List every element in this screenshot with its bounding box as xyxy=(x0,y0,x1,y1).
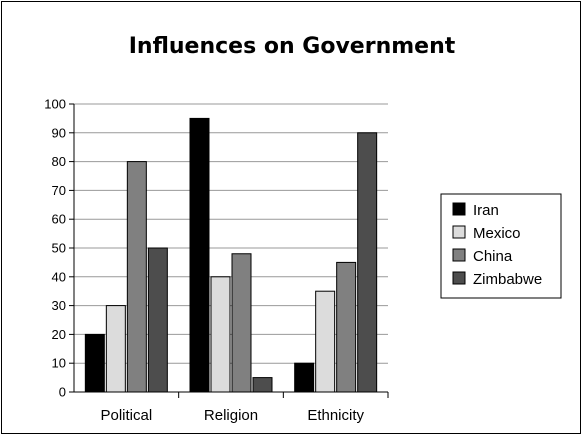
y-tick-label: 50 xyxy=(52,241,66,256)
bar-china-political xyxy=(126,161,147,393)
legend-label-iran: Iran xyxy=(473,202,499,219)
chart-title: Influences on Government xyxy=(128,34,456,59)
legend-swatch-iran xyxy=(452,202,466,216)
y-tick-label: 60 xyxy=(52,212,66,227)
legend-swatch-zimbabwe xyxy=(452,271,466,285)
bar-iran-ethnicity xyxy=(294,362,315,393)
legend-label-china: China xyxy=(473,248,513,265)
y-tick-label: 80 xyxy=(52,154,66,169)
bar-iran-political xyxy=(84,333,105,393)
bar-zimbabwe-ethnicity xyxy=(357,132,378,393)
bar-zimbabwe-political xyxy=(147,247,168,393)
bar-iran-religion xyxy=(189,117,210,393)
y-tick-label: 100 xyxy=(44,97,66,112)
y-tick-label: 30 xyxy=(52,298,66,313)
x-category-label: Political xyxy=(100,407,152,424)
bar-china-ethnicity xyxy=(336,261,357,393)
y-tick-label: 10 xyxy=(52,356,66,371)
bar-mexico-ethnicity xyxy=(315,290,336,393)
y-tick-label: 90 xyxy=(52,125,66,140)
legend-swatch-mexico xyxy=(452,225,466,239)
legend-label-zimbabwe: Zimbabwe xyxy=(473,271,542,288)
x-category-label: Ethnicity xyxy=(307,407,364,424)
bar-mexico-political xyxy=(105,305,126,393)
bar-zimbabwe-religion xyxy=(252,377,273,393)
bar-mexico-religion xyxy=(210,276,231,393)
legend-swatch-china xyxy=(452,248,466,262)
y-tick-label: 40 xyxy=(52,269,66,284)
y-tick-label: 0 xyxy=(59,385,66,400)
legend-label-mexico: Mexico xyxy=(473,225,521,242)
x-category-label: Religion xyxy=(204,407,258,424)
y-tick-label: 20 xyxy=(52,327,66,342)
y-tick-label: 70 xyxy=(52,183,66,198)
bar-china-religion xyxy=(231,253,252,393)
